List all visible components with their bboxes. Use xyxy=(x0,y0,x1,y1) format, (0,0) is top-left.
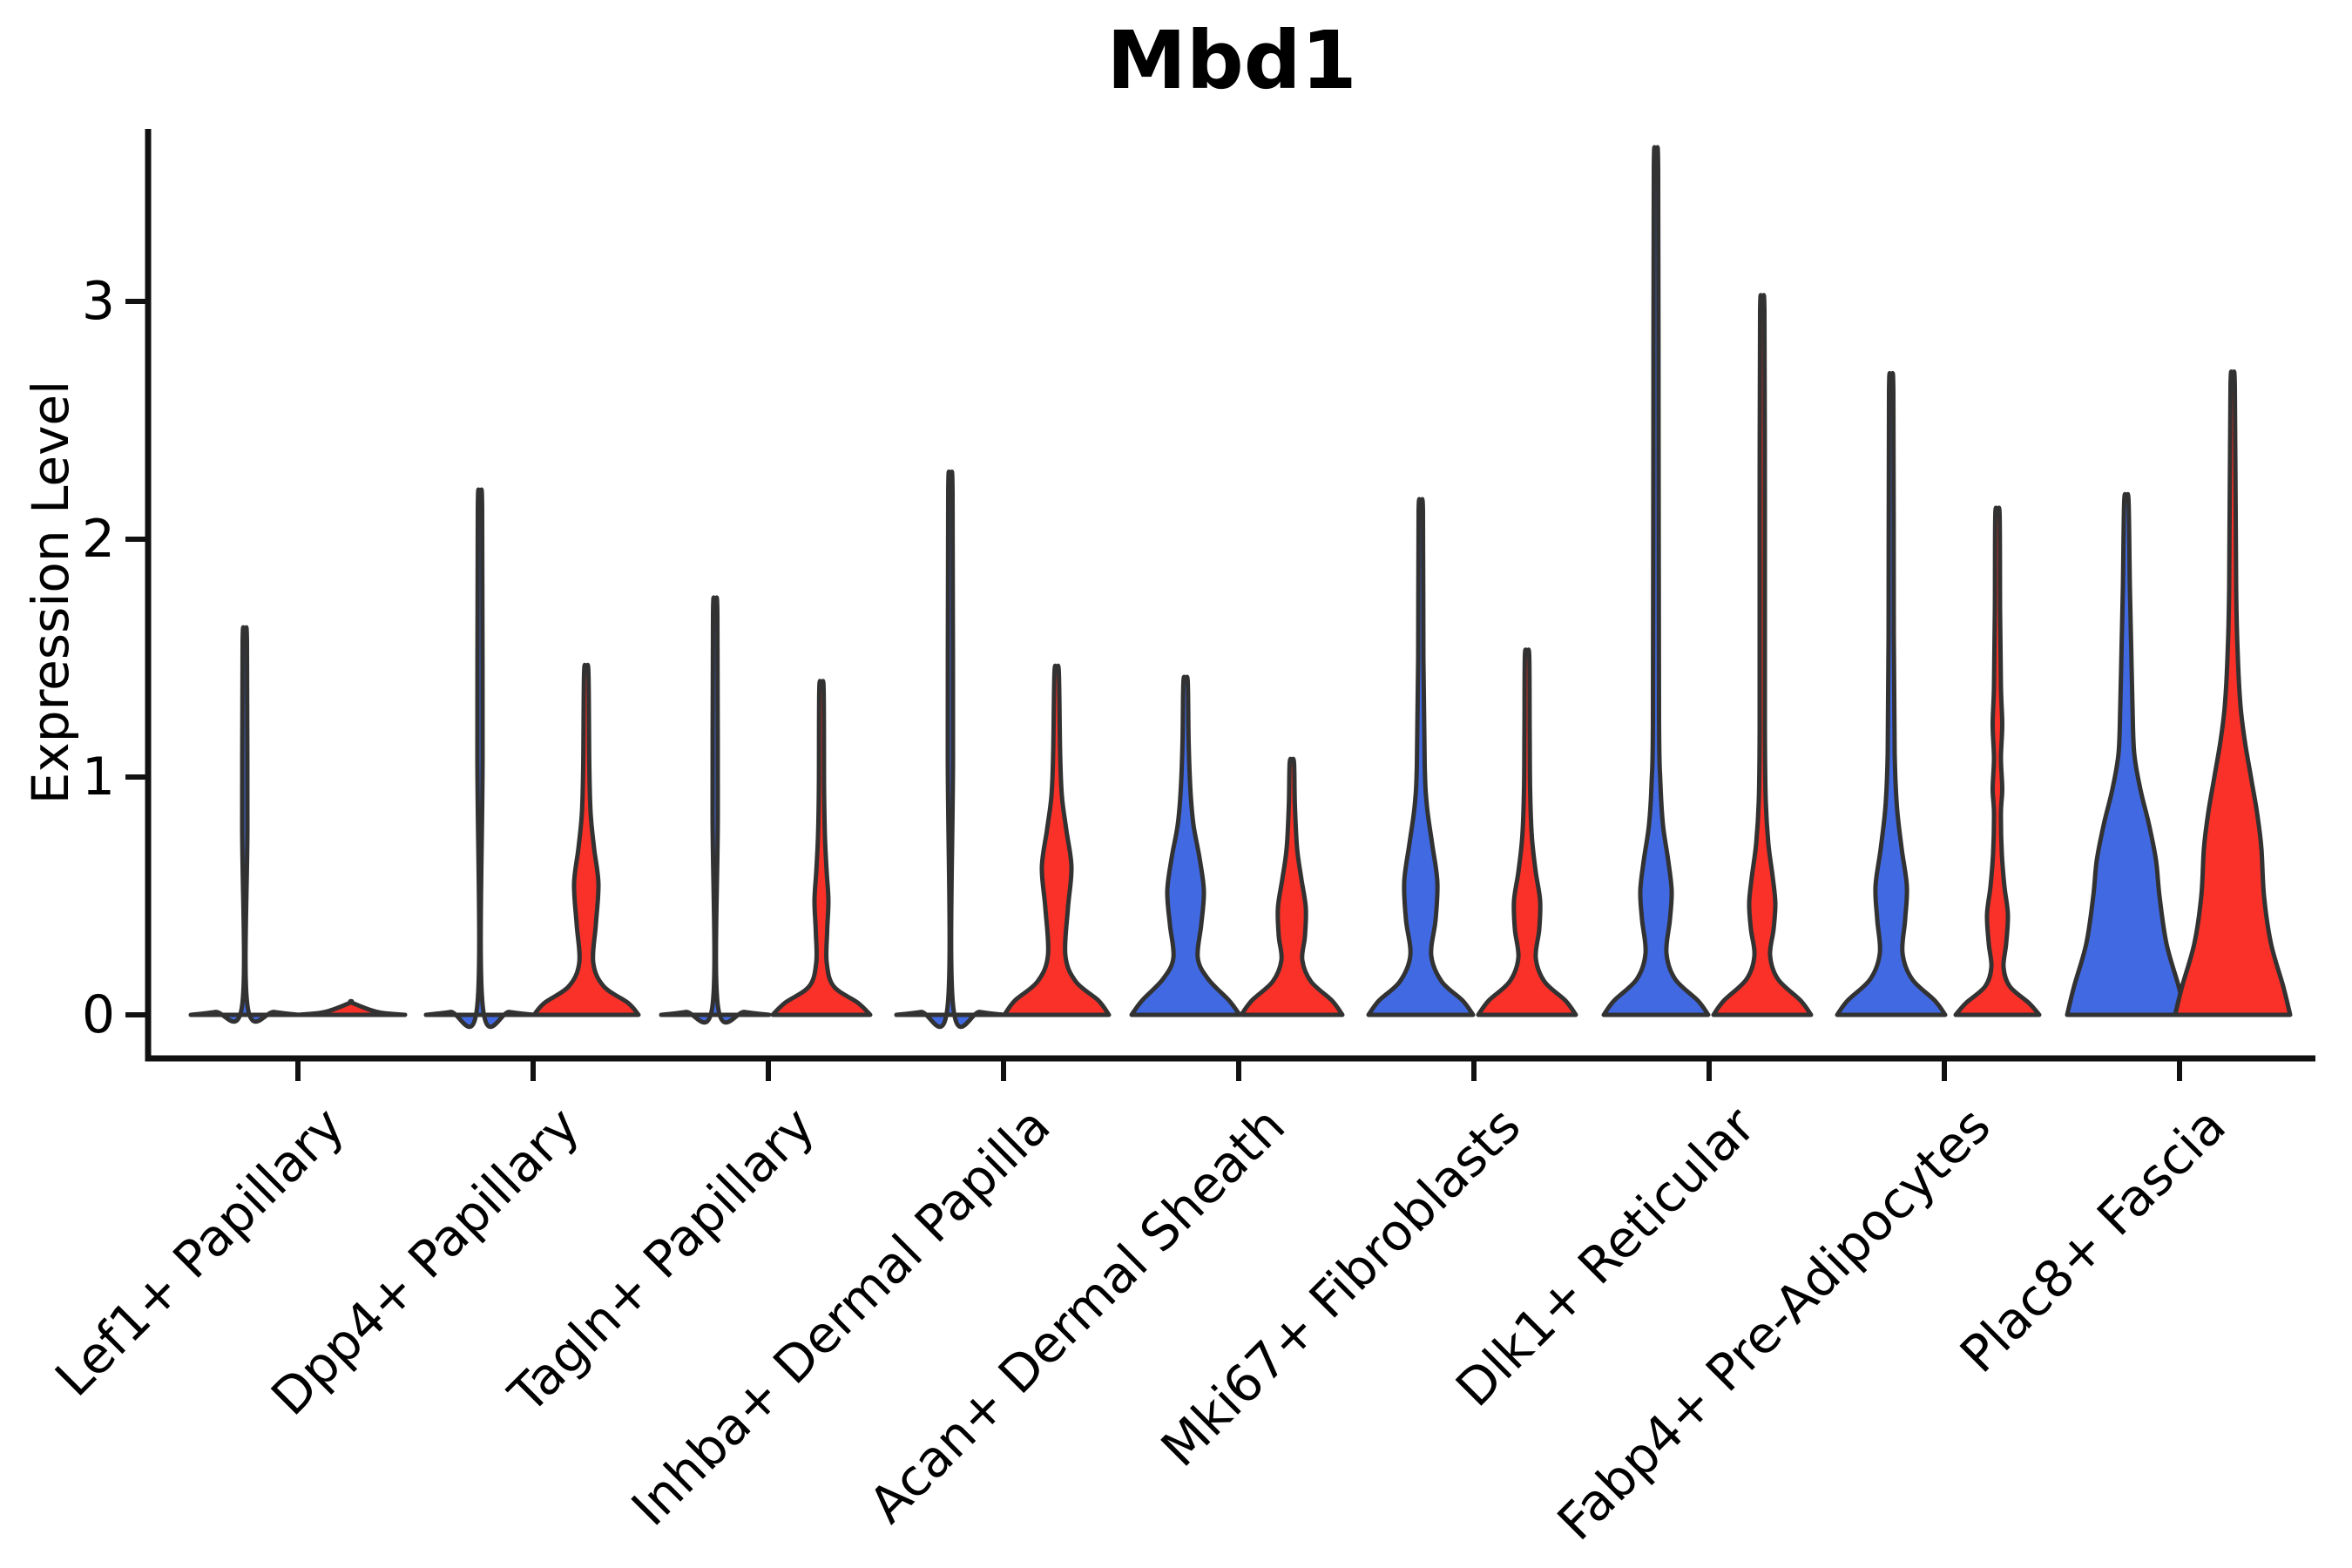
violin-red-3 xyxy=(1002,663,1112,1017)
violin-red-4 xyxy=(1239,756,1345,1017)
violin-red-8 xyxy=(2173,369,2293,1017)
violin-red-1 xyxy=(531,662,641,1017)
violin-red-2 xyxy=(770,679,873,1017)
y-tick-label: 0 xyxy=(81,984,115,1045)
violin-blue-1 xyxy=(423,487,537,1030)
violin-blue-0 xyxy=(188,625,301,1024)
violin-blue-4 xyxy=(1129,674,1242,1017)
violin-blue-5 xyxy=(1366,497,1476,1017)
chart-title: Mbd1 xyxy=(1106,14,1357,107)
violin-blue-7 xyxy=(1835,371,1948,1017)
violin-blue-2 xyxy=(659,595,772,1025)
y-tick-label: 1 xyxy=(81,747,115,808)
violin-red-0 xyxy=(294,998,408,1017)
violin-blue-6 xyxy=(1601,145,1711,1017)
violin-red-5 xyxy=(1476,647,1578,1017)
violin-blue-3 xyxy=(894,470,1007,1030)
violin-blue-8 xyxy=(2065,491,2188,1017)
violin-red-6 xyxy=(1711,293,1814,1017)
y-tick-label: 3 xyxy=(81,271,115,332)
y-tick-label: 2 xyxy=(81,509,115,570)
violin-red-7 xyxy=(1953,505,2042,1017)
